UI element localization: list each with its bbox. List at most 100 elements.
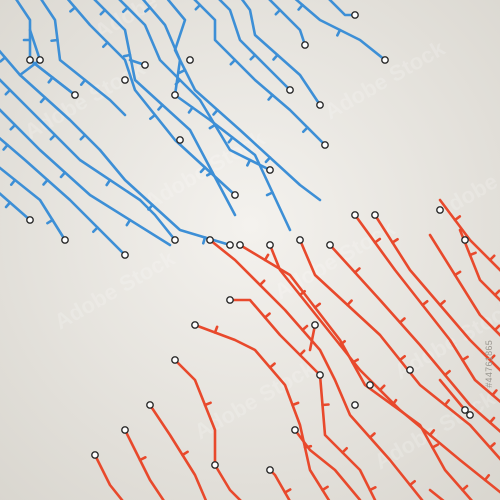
red-trace	[173, 358, 242, 500]
trace-node	[71, 91, 79, 99]
trace-node	[301, 41, 309, 49]
trace-node	[121, 251, 129, 259]
trace-node	[316, 371, 324, 379]
blue-trace-tick	[201, 236, 207, 245]
trace-node	[146, 401, 154, 409]
red-trace-tick	[313, 302, 322, 309]
trace-node	[226, 241, 234, 249]
blue-trace-tick	[91, 226, 99, 234]
red-trace	[458, 228, 500, 302]
red-trace-tick	[263, 253, 270, 262]
red-trace-tick	[398, 354, 406, 362]
trace-endpoints	[26, 11, 474, 474]
red-trace-tick	[203, 401, 212, 407]
red-trace-tick	[468, 251, 477, 257]
red-trace-tick	[181, 450, 189, 457]
red-trace-tick	[428, 429, 436, 437]
trace-node	[231, 191, 239, 199]
blue-trace-tick	[199, 166, 207, 174]
blue-trace-tick	[194, 3, 202, 11]
trace-node	[371, 211, 379, 219]
red-trace-tick	[268, 362, 276, 369]
trace-node	[351, 401, 359, 409]
red-trace-tick	[378, 384, 386, 392]
red-trace	[308, 323, 317, 352]
red-trace	[428, 233, 500, 337]
blue-trace-tick	[187, 106, 194, 114]
red-trace-tick	[391, 237, 399, 244]
trace-node	[141, 61, 149, 69]
red-trace-tick	[353, 267, 361, 274]
stock-id-label: #44761865	[484, 340, 494, 388]
trace-node	[266, 466, 274, 474]
red-trace	[438, 378, 467, 412]
trace-node	[26, 56, 34, 64]
trace-node	[121, 76, 129, 84]
blue-trace	[40, 0, 127, 117]
red-trace	[293, 428, 362, 500]
red-trace-tick	[453, 215, 462, 222]
red-trace	[328, 243, 500, 433]
red-trace-tick	[443, 399, 451, 407]
blue-trace-tick	[227, 136, 234, 144]
blue-trace-tick	[47, 76, 54, 84]
red-trace-tick	[443, 369, 451, 377]
red-trace-tick	[298, 349, 306, 357]
blue-trace	[166, 0, 322, 202]
red-trace-tick	[488, 254, 496, 262]
trace-node	[171, 236, 179, 244]
blue-trace-tick	[9, 123, 17, 131]
trace-node	[316, 101, 324, 109]
blue-trace-tick	[42, 178, 49, 186]
blue-trace-tick	[105, 178, 112, 187]
blue-trace-tick	[208, 123, 217, 130]
red-trace	[353, 213, 500, 404]
red-trace-tick	[351, 358, 360, 364]
red-trace-tick	[493, 289, 500, 297]
blue-trace-tick	[79, 133, 87, 141]
blue-trace-tick	[0, 56, 7, 63]
red-trace-tick	[373, 237, 382, 244]
blue-trace-tick	[144, 6, 152, 13]
blue-trace-tick	[2, 143, 9, 151]
red-trace-tick	[461, 355, 469, 362]
trace-node	[236, 241, 244, 249]
red-trace-tick	[138, 456, 147, 462]
blue-trace-tick	[212, 108, 219, 116]
trace-node	[366, 381, 374, 389]
red-trace	[438, 198, 500, 272]
blue-trace-tick	[178, 68, 187, 74]
blue-trace-tick	[157, 103, 164, 111]
blue-trace-tick	[205, 171, 214, 177]
blue-trace-tick	[4, 201, 12, 209]
red-trace-tick	[283, 488, 292, 494]
trace-node	[461, 406, 469, 414]
blue-trace-tick	[246, 158, 252, 167]
red-trace-tick	[398, 317, 406, 324]
blue-trace-tick	[50, 38, 59, 43]
blue-trace-tick	[301, 126, 309, 134]
blue-circuit-traces	[0, 0, 387, 257]
trace-node	[321, 141, 329, 149]
red-trace-tick	[263, 312, 271, 319]
blue-trace-tick	[297, 3, 304, 11]
trace-node	[61, 236, 69, 244]
blue-trace-tick	[336, 28, 342, 37]
blue-trace-tick	[264, 156, 272, 164]
blue-trace-tick	[39, 96, 47, 104]
trace-node	[186, 56, 194, 64]
red-trace	[93, 453, 124, 500]
red-trace-tick	[461, 484, 469, 492]
trace-node	[91, 451, 99, 459]
red-trace-tick	[368, 432, 376, 439]
blue-trace	[138, 198, 177, 242]
trace-node	[226, 296, 234, 304]
blue-trace-tick	[265, 191, 274, 197]
blue-trace	[66, 0, 237, 197]
trace-node	[286, 86, 294, 94]
red-trace-tick	[438, 299, 446, 307]
trace-node	[171, 356, 179, 364]
red-trace-tick	[488, 442, 496, 449]
trace-node	[436, 206, 444, 214]
